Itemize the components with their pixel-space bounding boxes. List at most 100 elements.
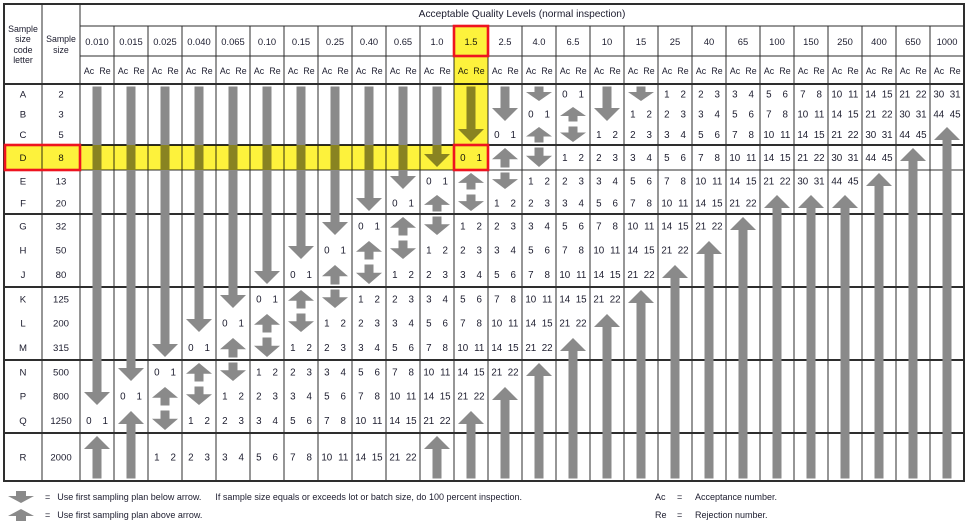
cell-Q-0.65: 14 15 — [389, 416, 417, 427]
code-letter-Q: Q — [19, 416, 26, 427]
svg-text:1: 1 — [238, 318, 243, 329]
cell-Q-1.0: 21 22 — [423, 416, 450, 427]
aql-label-0.065: 0.065 — [221, 36, 244, 47]
svg-text:10: 10 — [355, 416, 366, 427]
svg-text:2: 2 — [306, 343, 311, 354]
svg-text:3: 3 — [510, 221, 516, 232]
svg-text:3: 3 — [698, 109, 704, 120]
code-letter-P: P — [20, 391, 26, 402]
svg-text:0: 0 — [86, 416, 92, 427]
svg-text:1: 1 — [256, 367, 261, 378]
svg-text:6: 6 — [714, 130, 720, 141]
ac-header: Ac — [84, 66, 95, 76]
sample-size-N: 500 — [53, 367, 69, 378]
svg-text:5: 5 — [494, 270, 500, 281]
svg-text:2: 2 — [630, 130, 635, 141]
svg-text:15: 15 — [678, 221, 689, 232]
svg-text:2: 2 — [528, 198, 533, 209]
down-arrow-0.010-A — [84, 86, 110, 405]
svg-text:4: 4 — [578, 198, 584, 209]
svg-text:11: 11 — [440, 367, 450, 378]
cell-N-1.5: 14 15 — [457, 367, 485, 378]
svg-text:2: 2 — [698, 89, 703, 100]
up-arrow-4.0-C — [526, 127, 552, 143]
svg-text:7: 7 — [766, 109, 771, 120]
svg-text:45: 45 — [848, 176, 859, 187]
svg-text:44: 44 — [899, 130, 910, 141]
svg-text:14: 14 — [593, 270, 604, 281]
svg-text:0: 0 — [562, 89, 568, 100]
up-arrow-4.0-N — [526, 363, 552, 479]
down-arrow-icon — [8, 490, 34, 503]
equals-sign: = — [45, 491, 51, 502]
svg-text:10: 10 — [831, 89, 842, 100]
svg-text:2: 2 — [680, 89, 685, 100]
ac-header: Ac — [356, 66, 367, 76]
svg-text:1: 1 — [630, 109, 635, 120]
cell-M-4.0: 21 22 — [525, 343, 552, 354]
svg-text:3: 3 — [358, 343, 364, 354]
svg-text:4: 4 — [612, 176, 618, 187]
aql-label-6.5: 6.5 — [566, 36, 579, 47]
svg-text:3: 3 — [442, 270, 448, 281]
svg-text:0: 0 — [324, 245, 330, 256]
svg-text:10: 10 — [797, 109, 808, 120]
sample-size-L: 200 — [53, 318, 69, 329]
svg-text:4: 4 — [646, 153, 652, 164]
svg-text:5: 5 — [766, 89, 772, 100]
sample-size-C: 5 — [58, 130, 63, 141]
svg-text:8: 8 — [306, 452, 312, 463]
ac-header: Ac — [118, 66, 129, 76]
up-arrow-0.010-R — [84, 436, 110, 479]
aql-label-0.40: 0.40 — [360, 36, 378, 47]
up-arrow-0.25-J — [322, 265, 348, 285]
svg-text:8: 8 — [612, 221, 618, 232]
svg-text:1: 1 — [460, 221, 465, 232]
svg-text:22: 22 — [644, 270, 655, 281]
re-header: Re — [609, 66, 620, 76]
re-header: Re — [337, 66, 348, 76]
equals-sign: = — [677, 491, 683, 502]
up-arrow-6.5-M — [560, 338, 586, 479]
svg-text:22: 22 — [406, 452, 417, 463]
cell-L-4.0: 14 15 — [525, 318, 553, 329]
cell-G-40: 21 22 — [695, 221, 722, 232]
svg-text:11: 11 — [338, 452, 348, 463]
up-arrow-650-D — [900, 148, 926, 479]
svg-text:8: 8 — [680, 176, 686, 187]
svg-text:0: 0 — [426, 176, 432, 187]
svg-text:31: 31 — [882, 130, 893, 141]
svg-text:10: 10 — [389, 391, 400, 402]
svg-text:10: 10 — [423, 367, 434, 378]
svg-text:1: 1 — [510, 130, 515, 141]
svg-text:14: 14 — [729, 176, 740, 187]
re-header: Re — [167, 66, 178, 76]
svg-text:21: 21 — [797, 153, 808, 164]
ac-header: Ac — [560, 66, 571, 76]
svg-text:22: 22 — [848, 130, 859, 141]
down-arrow-1.0-G — [424, 216, 450, 235]
svg-text:21: 21 — [763, 176, 774, 187]
svg-text:2: 2 — [222, 416, 227, 427]
svg-text:7: 7 — [528, 270, 533, 281]
svg-text:3: 3 — [204, 452, 210, 463]
svg-text:5: 5 — [256, 452, 262, 463]
svg-text:7: 7 — [494, 294, 499, 305]
